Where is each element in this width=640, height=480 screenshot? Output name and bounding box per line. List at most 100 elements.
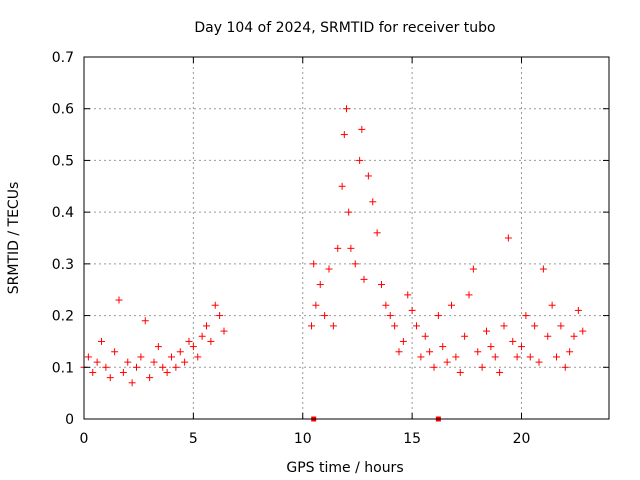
- data-point: [557, 322, 565, 330]
- data-point: [369, 198, 377, 206]
- grid-lines: [84, 57, 609, 419]
- y-axis-label: SRMTID / TECUs: [6, 182, 22, 295]
- data-point: [198, 332, 206, 340]
- data-point: [316, 281, 324, 289]
- data-point: [358, 125, 366, 133]
- data-point: [561, 363, 569, 371]
- data-points: [80, 105, 587, 387]
- data-point: [553, 353, 560, 361]
- data-point: [474, 348, 482, 356]
- data-point: [465, 291, 473, 299]
- data-point: [386, 312, 394, 320]
- data-point: [106, 374, 114, 382]
- data-point: [413, 322, 420, 330]
- data-point: [469, 265, 477, 273]
- y-tick-label: 0.6: [52, 102, 74, 118]
- data-point: [203, 322, 210, 330]
- data-point: [115, 296, 123, 304]
- data-point: [535, 358, 543, 366]
- data-point: [509, 337, 517, 345]
- data-point: [216, 312, 224, 320]
- data-point: [408, 306, 416, 314]
- data-point: [150, 358, 158, 366]
- data-point: [168, 353, 175, 361]
- data-point: [360, 275, 368, 283]
- data-point: [548, 301, 556, 309]
- data-point: [220, 327, 228, 335]
- data-point: [185, 337, 193, 345]
- data-point: [399, 337, 407, 345]
- data-point: [426, 348, 434, 356]
- data-point: [513, 353, 521, 361]
- data-point: [452, 353, 460, 361]
- data-point: [395, 348, 403, 356]
- data-point: [496, 368, 504, 376]
- data-point: [500, 322, 508, 330]
- x-tick-label: 20: [513, 431, 531, 447]
- data-point: [141, 317, 149, 325]
- data-point: [172, 363, 180, 371]
- data-point: [456, 368, 464, 376]
- data-point: [544, 332, 552, 340]
- plot-frame: [83, 56, 610, 420]
- data-point: [84, 353, 92, 361]
- x-tick-label: 10: [294, 431, 312, 447]
- y-tick-label: 0.5: [52, 153, 74, 169]
- data-point: [478, 363, 486, 371]
- x-tick-label: 15: [403, 431, 421, 447]
- data-point: [194, 353, 202, 361]
- data-point: [351, 260, 359, 268]
- data-point: [189, 343, 197, 351]
- data-point: [539, 265, 547, 273]
- data-point: [325, 265, 333, 273]
- data-point: [356, 156, 364, 164]
- data-point: [531, 322, 539, 330]
- data-point: [124, 358, 132, 366]
- x-axis-label: GPS time / hours: [286, 460, 403, 476]
- data-point: [338, 182, 346, 190]
- x-tick-label: 5: [189, 431, 198, 447]
- data-point: [93, 358, 101, 366]
- data-point: [128, 379, 136, 387]
- data-point: [504, 234, 512, 242]
- data-point: [382, 301, 390, 309]
- data-point: [334, 244, 342, 252]
- data-point: [417, 353, 425, 361]
- data-point: [111, 348, 119, 356]
- data-point: [570, 332, 578, 340]
- data-point: [347, 244, 355, 252]
- y-axis-ticks: 0 0.1 0.2 0.3 0.4 0.5 0.6 0.7: [52, 50, 609, 428]
- data-point: [154, 343, 162, 351]
- data-point: [434, 312, 442, 320]
- data-point: [518, 343, 525, 351]
- data-point: [329, 322, 337, 330]
- data-point: [373, 229, 381, 237]
- data-point: [133, 363, 140, 371]
- data-point: [487, 343, 495, 351]
- data-point: [343, 105, 350, 113]
- data-point: [340, 131, 348, 139]
- data-point: [566, 348, 574, 356]
- data-point: [321, 312, 329, 320]
- data-point: [448, 301, 455, 309]
- data-point: [522, 312, 530, 320]
- y-tick-label: 0: [65, 412, 74, 428]
- y-tick-label: 0.7: [52, 50, 74, 66]
- x-tick-label: 0: [80, 431, 89, 447]
- y-tick-label: 0.2: [52, 309, 74, 325]
- data-point: [89, 368, 97, 376]
- data-point: [308, 322, 315, 330]
- data-point: [421, 332, 429, 340]
- x-axis-ticks: 0 5 10 15 20: [80, 57, 531, 447]
- data-point: [163, 368, 171, 376]
- data-point: [574, 306, 582, 314]
- data-point: [310, 260, 318, 268]
- data-point: [176, 348, 184, 356]
- data-point: [102, 363, 110, 371]
- data-point: [312, 301, 320, 309]
- data-point: [526, 353, 534, 361]
- data-point: [579, 327, 587, 335]
- data-point: [146, 374, 154, 382]
- data-point: [159, 363, 167, 371]
